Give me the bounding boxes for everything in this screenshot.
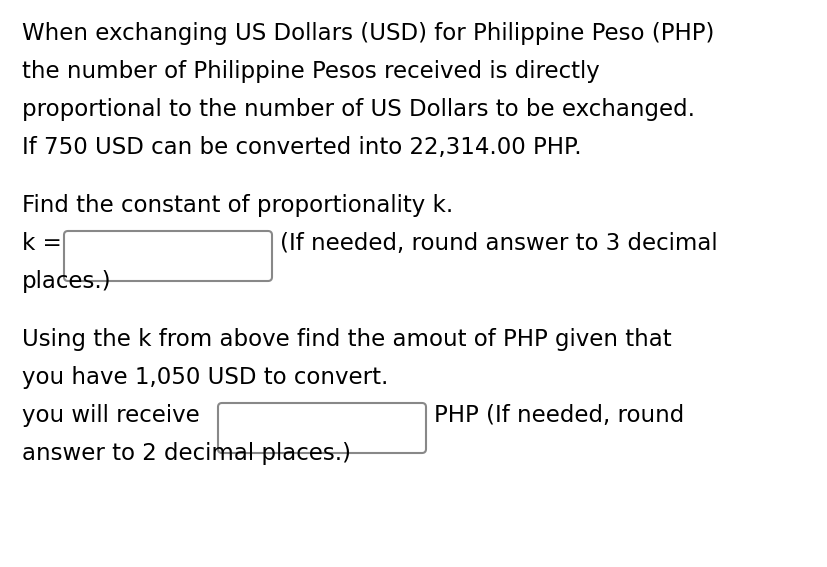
Text: If 750 USD can be converted into 22,314.00 PHP.: If 750 USD can be converted into 22,314.… <box>22 136 581 159</box>
Text: PHP (If needed, round: PHP (If needed, round <box>433 404 683 427</box>
Text: (If needed, round answer to 3 decimal: (If needed, round answer to 3 decimal <box>280 232 717 255</box>
FancyBboxPatch shape <box>64 231 272 281</box>
Text: When exchanging US Dollars (USD) for Philippine Peso (PHP): When exchanging US Dollars (USD) for Phi… <box>22 22 714 45</box>
Text: proportional to the number of US Dollars to be exchanged.: proportional to the number of US Dollars… <box>22 98 694 121</box>
Text: k =: k = <box>22 232 62 255</box>
Text: you have 1,050 USD to convert.: you have 1,050 USD to convert. <box>22 366 388 389</box>
Text: the number of Philippine Pesos received is directly: the number of Philippine Pesos received … <box>22 60 599 83</box>
Text: Find the constant of proportionality k.: Find the constant of proportionality k. <box>22 194 452 217</box>
FancyBboxPatch shape <box>218 403 425 453</box>
Text: answer to 2 decimal places.): answer to 2 decimal places.) <box>22 442 351 465</box>
Text: you will receive: you will receive <box>22 404 199 427</box>
Text: Using the k from above find the amout of PHP given that: Using the k from above find the amout of… <box>22 328 671 351</box>
Text: places.): places.) <box>22 270 112 293</box>
